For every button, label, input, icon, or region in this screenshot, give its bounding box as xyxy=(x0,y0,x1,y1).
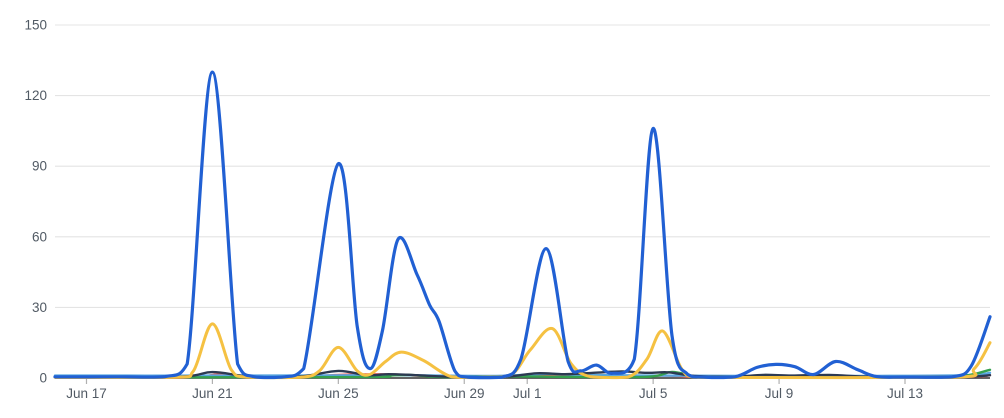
x-axis-tick-label: Jun 21 xyxy=(192,386,233,401)
y-axis-tick-label: 90 xyxy=(32,159,47,174)
x-axis-tick-label: Jul 5 xyxy=(639,386,668,401)
x-axis-tick-label: Jun 25 xyxy=(318,386,359,401)
x-axis-tick-label: Jun 29 xyxy=(444,386,485,401)
y-axis-tick-label: 0 xyxy=(39,371,47,386)
y-axis-tick-label: 150 xyxy=(24,18,47,33)
x-axis-tick-label: Jul 9 xyxy=(765,386,794,401)
y-axis-tick-label: 60 xyxy=(32,229,47,244)
x-axis-tick-label: Jun 17 xyxy=(66,386,107,401)
x-axis-tick-label: Jul 1 xyxy=(513,386,542,401)
series-line-blue[interactable] xyxy=(53,70,992,380)
x-axis-tick-label: Jul 13 xyxy=(887,386,923,401)
y-axis-tick-label: 120 xyxy=(24,88,47,103)
y-axis-tick-label: 30 xyxy=(32,300,47,315)
